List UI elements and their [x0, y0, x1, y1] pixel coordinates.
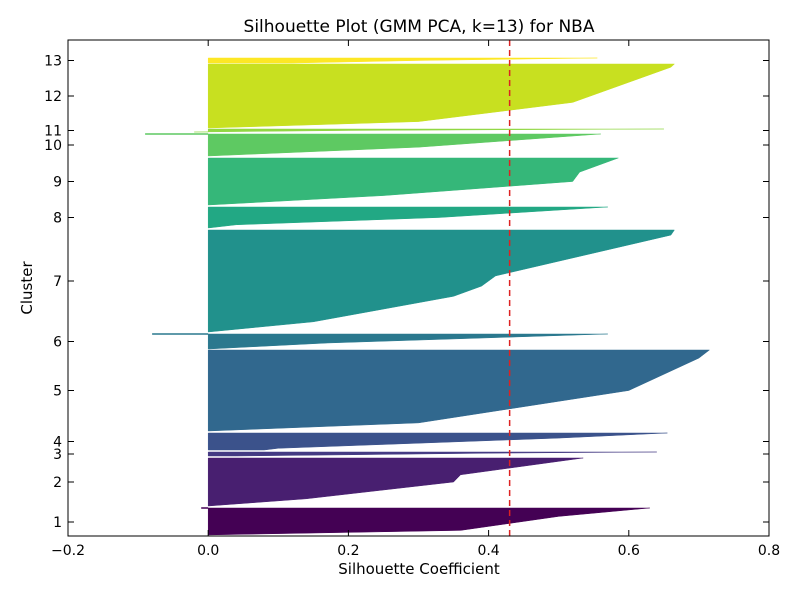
silhouette-band-5 — [207, 349, 711, 432]
x-axis-ticks: −0.2 0.0 0.2 0.4 0.6 0.8 — [51, 40, 780, 559]
silhouette-band-3 — [207, 451, 657, 457]
y-tick-label: 3 — [53, 447, 62, 463]
x-tick-label: 0.6 — [618, 543, 640, 559]
y-tick-label: 6 — [53, 335, 62, 351]
silhouette-band-11 — [194, 128, 664, 133]
silhouette-band-1 — [207, 507, 650, 536]
silhouette-band-13 — [207, 57, 598, 64]
silhouette-band-12 — [207, 63, 676, 129]
silhouette-band-4 — [207, 432, 668, 451]
y-tick-label: 13 — [44, 54, 62, 70]
chart-title: Silhouette Plot (GMM PCA, k=13) for NBA — [244, 17, 595, 37]
y-tick-label: 5 — [53, 384, 62, 400]
y-tick-label: 9 — [53, 175, 62, 191]
y-tick-label: 12 — [44, 89, 62, 105]
x-tick-label: 0.8 — [758, 543, 780, 559]
y-axis-label: Cluster — [18, 261, 36, 315]
x-tick-label: 0.4 — [477, 543, 499, 559]
silhouette-band-2 — [207, 457, 584, 507]
y-tick-label: 1 — [53, 515, 62, 531]
x-tick-label: 0.0 — [197, 543, 219, 559]
y-tick-label: 11 — [44, 124, 62, 140]
y-tick-label: 4 — [53, 435, 62, 451]
silhouette-band-10 — [207, 133, 601, 157]
x-axis-label: Silhouette Coefficient — [338, 560, 500, 578]
y-tick-label: 8 — [53, 211, 62, 227]
y-tick-label: 10 — [44, 138, 62, 154]
x-tick-label: 0.2 — [337, 543, 359, 559]
silhouette-band-6 — [207, 333, 608, 350]
y-tick-label: 2 — [53, 475, 62, 491]
cluster-bars — [145, 57, 711, 536]
y-tick-label: 7 — [53, 274, 62, 290]
silhouette-band-7 — [207, 229, 675, 333]
x-tick-label: −0.2 — [51, 543, 85, 559]
silhouette-band-9 — [207, 157, 619, 206]
plot-frame — [67, 39, 770, 537]
silhouette-band-8 — [207, 206, 608, 229]
